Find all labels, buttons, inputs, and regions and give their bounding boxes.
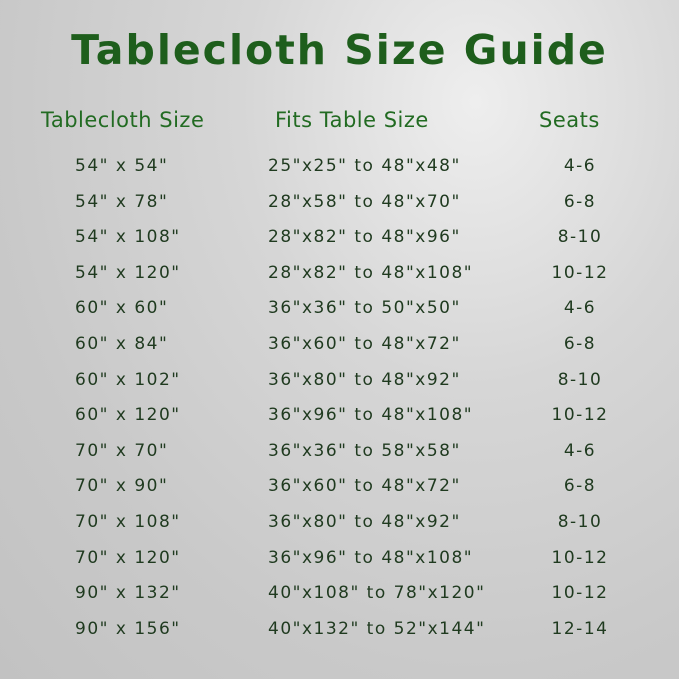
header-tablecloth-size: Tablecloth Size (41, 108, 205, 132)
fits-table-size-cell: 36"x36" to 58"x58" (268, 440, 461, 461)
table-row: 70" x 70" 36"x36" to 58"x58" 4-6 (0, 441, 679, 471)
seats-cell: 4-6 (563, 156, 597, 176)
tablecloth-size-cell: 90" x 156" (75, 618, 181, 639)
tablecloth-size-cell: 60" x 60" (75, 298, 169, 319)
tablecloth-size-cell: 54" x 78" (75, 191, 169, 212)
tablecloth-size-cell: 70" x 120" (75, 547, 181, 568)
header-seats: Seats (539, 108, 600, 132)
table-row: 70" x 90" 36"x60" to 48"x72" 6-8 (0, 476, 679, 506)
table-row: 54" x 108" 28"x82" to 48"x96" 8-10 (0, 227, 679, 257)
table-row: 70" x 120" 36"x96" to 48"x108" 10-12 (0, 548, 679, 578)
table-row: 54" x 54" 25"x25" to 48"x48" 4-6 (0, 156, 679, 186)
fits-table-size-cell: 36"x80" to 48"x92" (268, 512, 461, 532)
seats-cell: 8-10 (557, 512, 603, 532)
seats-cell: 8-10 (557, 227, 603, 248)
fits-table-size-cell: 28"x82" to 48"x96" (268, 227, 461, 248)
table-row: 90" x 156" 40"x132" to 52"x144" 12-14 (0, 619, 679, 649)
fits-table-size-cell: 40"x132" to 52"x144" (268, 618, 486, 639)
tablecloth-size-cell: 60" x 102" (75, 369, 181, 390)
table-row: 54" x 78" 28"x58" to 48"x70" 6-8 (0, 192, 679, 222)
fits-table-size-cell: 36"x96" to 48"x108" (268, 405, 474, 426)
fits-table-size-cell: 36"x36" to 50"x50" (268, 298, 461, 319)
fits-table-size-cell: 28"x58" to 48"x70" (268, 191, 461, 212)
seats-cell: 10-12 (551, 405, 609, 426)
seats-cell: 4-6 (563, 298, 597, 319)
table-row: 60" x 60" 36"x36" to 50"x50" 4-6 (0, 298, 679, 328)
seats-cell: 10-12 (551, 547, 609, 568)
table-row: 60" x 120" 36"x96" to 48"x108" 10-12 (0, 405, 679, 435)
table-row: 60" x 84" 36"x60" to 48"x72" 6-8 (0, 334, 679, 364)
table-row: 54" x 120" 28"x82" to 48"x108" 10-12 (0, 263, 679, 293)
seats-cell: 6-8 (563, 334, 597, 354)
tablecloth-size-cell: 70" x 90" (75, 476, 169, 497)
fits-table-size-cell: 36"x60" to 48"x72" (268, 476, 461, 497)
fits-table-size-cell: 36"x60" to 48"x72" (268, 334, 461, 354)
tablecloth-size-cell: 54" x 120" (75, 262, 181, 283)
seats-cell: 12-14 (551, 618, 609, 639)
seats-cell: 4-6 (563, 440, 597, 461)
tablecloth-size-cell: 90" x 132" (75, 583, 181, 604)
fits-table-size-cell: 25"x25" to 48"x48" (268, 156, 461, 176)
tablecloth-size-cell: 70" x 108" (75, 512, 181, 532)
table-row: 60" x 102" 36"x80" to 48"x92" 8-10 (0, 370, 679, 400)
fits-table-size-cell: 40"x108" to 78"x120" (268, 583, 486, 604)
fits-table-size-cell: 28"x82" to 48"x108" (268, 262, 474, 283)
fits-table-size-cell: 36"x80" to 48"x92" (268, 369, 461, 390)
seats-cell: 8-10 (557, 369, 603, 390)
seats-cell: 6-8 (563, 476, 597, 497)
table-row: 70" x 108" 36"x80" to 48"x92" 8-10 (0, 512, 679, 542)
seats-cell: 6-8 (563, 191, 597, 212)
tablecloth-size-cell: 60" x 84" (75, 334, 169, 354)
tablecloth-size-cell: 70" x 70" (75, 440, 169, 461)
fits-table-size-cell: 36"x96" to 48"x108" (268, 547, 474, 568)
seats-cell: 10-12 (551, 583, 609, 604)
header-fits-table-size: Fits Table Size (275, 108, 429, 132)
seats-cell: 10-12 (551, 262, 609, 283)
tablecloth-size-cell: 60" x 120" (75, 405, 181, 426)
tablecloth-size-cell: 54" x 108" (75, 227, 181, 248)
page-title: Tablecloth Size Guide (71, 26, 608, 74)
tablecloth-size-cell: 54" x 54" (75, 156, 169, 176)
table-row: 90" x 132" 40"x108" to 78"x120" 10-12 (0, 583, 679, 613)
